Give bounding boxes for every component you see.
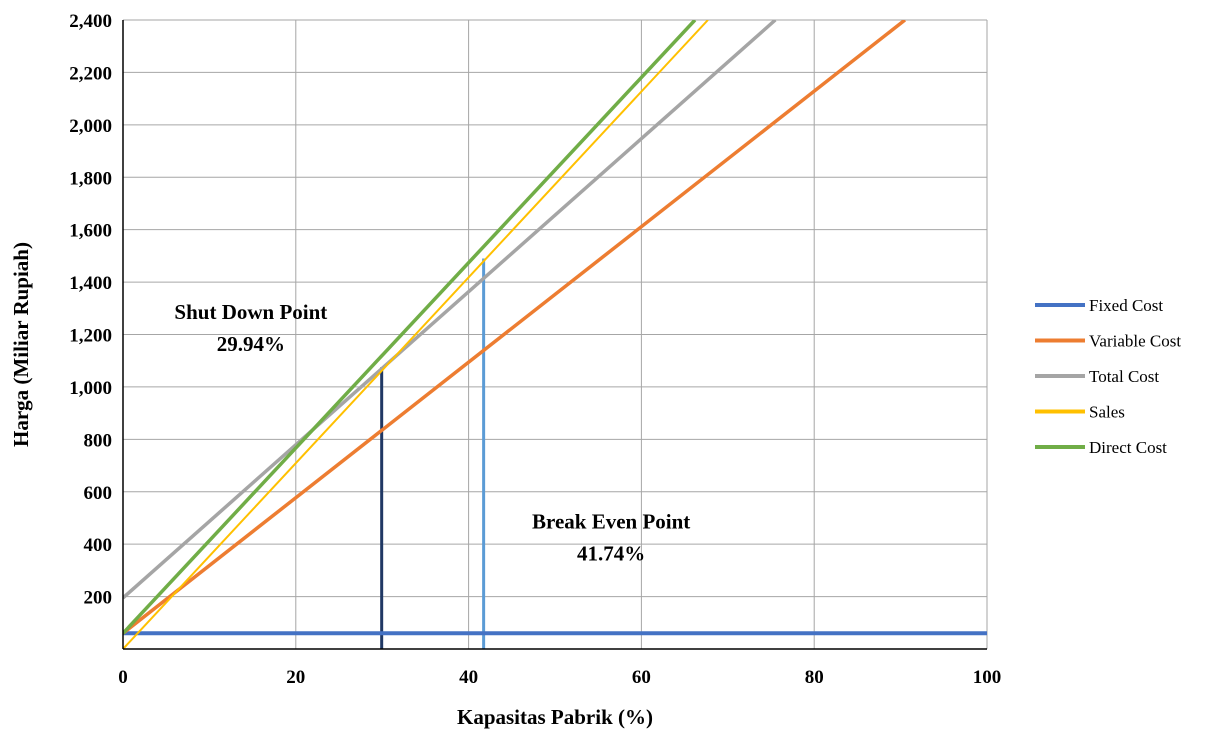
- series-line-variable-cost: [123, 20, 906, 635]
- annotations: Shut Down Point 29.94% Break Even Point 41.…: [174, 300, 690, 566]
- grid-lines: [123, 19, 988, 649]
- series-line-sales: [123, 20, 709, 649]
- series-line-total-cost: [123, 20, 777, 600]
- annotation-text: Shut Down Point: [174, 300, 327, 324]
- legend-label: Fixed Cost: [1089, 296, 1163, 315]
- x-tick-label: 60: [632, 667, 651, 688]
- x-tick-label: 0: [118, 667, 128, 688]
- marker-lines: [380, 258, 486, 649]
- series-lines: [123, 20, 987, 649]
- series-line-direct-cost: [123, 20, 697, 635]
- y-tick-label: 2,400: [69, 11, 112, 32]
- y-tick-label: 200: [84, 588, 113, 609]
- annotation-text: 41.74%: [577, 541, 645, 565]
- x-tick-label: 100: [973, 667, 1002, 688]
- y-tick-label: 2,000: [69, 116, 112, 137]
- legend-label: Direct Cost: [1089, 438, 1167, 457]
- y-tick-label: 400: [84, 535, 113, 556]
- x-tick-label: 20: [286, 667, 305, 688]
- y-tick-label: 2,200: [69, 63, 112, 84]
- y-axis-title: Harga (Miliar Rupiah): [9, 242, 33, 447]
- y-tick-labels: 200 400 600 800 1,000 1,200 1,400 1,600 1,800 2,0…: [69, 11, 112, 609]
- x-axis-title: Kapasitas Pabrik (%): [457, 705, 653, 729]
- y-tick-label: 600: [84, 483, 113, 504]
- y-tick-label: 1,000: [69, 378, 112, 399]
- annotation-text: Break Even Point: [532, 509, 690, 533]
- annotation-text: 29.94%: [217, 332, 285, 356]
- y-tick-label: 1,200: [69, 326, 112, 347]
- x-tick-labels: 0 20 40 60 80 100: [118, 667, 1001, 688]
- legend: Fixed Cost Variable Cost Total Cost Sales Di…: [1035, 296, 1181, 457]
- legend-label: Sales: [1089, 403, 1125, 422]
- legend-label: Variable Cost: [1089, 332, 1181, 351]
- y-tick-label: 1,800: [69, 168, 112, 189]
- axes: [122, 20, 987, 650]
- legend-label: Total Cost: [1089, 367, 1159, 386]
- x-tick-label: 80: [805, 667, 824, 688]
- y-tick-label: 1,400: [69, 273, 112, 294]
- y-tick-label: 800: [84, 430, 113, 451]
- x-tick-label: 40: [459, 667, 478, 688]
- y-tick-label: 1,600: [69, 221, 112, 242]
